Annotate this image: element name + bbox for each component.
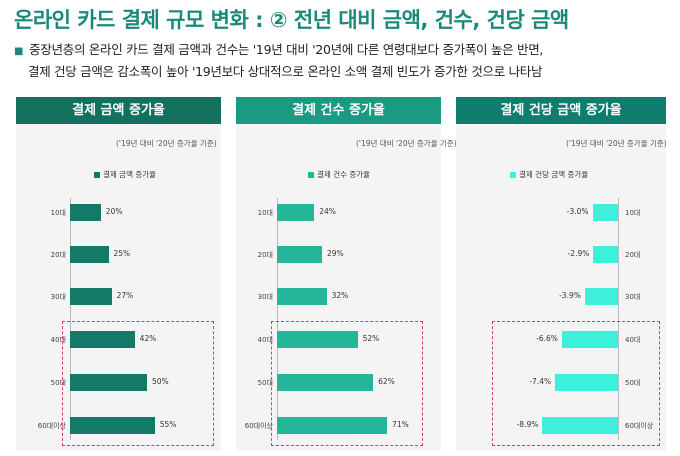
chart-title: 결제 금액 증가율	[16, 97, 221, 124]
legend-label: 결제 건수 증가율	[317, 170, 371, 179]
value-label: -8.9%	[516, 420, 539, 429]
value-label: 42%	[139, 334, 157, 343]
bar-40대	[70, 331, 135, 348]
value-label: -3.9%	[559, 291, 581, 300]
legend-label: 결제 건당 금액 증가율	[519, 170, 589, 179]
bar-30대	[584, 288, 618, 305]
bar-60대이상	[542, 417, 618, 434]
chart-note: ('19년 대비 '20년 증가율 기준)	[566, 139, 667, 148]
category-label: 50대	[625, 379, 641, 387]
value-label: 62%	[378, 377, 395, 386]
category-label: 50대	[257, 379, 273, 387]
panel-amount: 결제 금액 증가율 ('19년 대비 '20년 증가율 기준) 결제 금액 증가율 1…	[16, 97, 221, 451]
value-label: 25%	[113, 249, 131, 258]
value-label: 52%	[362, 334, 380, 343]
chart-title: 결제 건당 금액 증가율	[456, 97, 666, 124]
value-label: 24%	[319, 207, 336, 216]
panel-count: 결제 건수 증가율 ('19년 대비 '20년 증가율 기준) 결제 건수 증가율 1…	[236, 97, 457, 451]
bar-20대	[593, 246, 618, 263]
value-label: 55%	[159, 420, 177, 429]
bar-60대이상	[277, 417, 388, 434]
bar-20대	[277, 246, 322, 263]
highlight-box	[492, 321, 660, 446]
legend-swatch	[308, 172, 314, 178]
category-label: 10대	[50, 209, 66, 217]
category-label: 60대이상	[244, 422, 273, 430]
bar-50대	[555, 374, 618, 391]
description-line-2: 결제 건당 금액은 감소폭이 높아 '19년보다 상대적으로 온라인 소액 결제…	[28, 64, 543, 79]
category-label: 60대이상	[37, 422, 66, 430]
value-label: -3.0%	[566, 207, 589, 216]
value-axis	[70, 198, 71, 440]
highlight-box	[62, 321, 214, 446]
bar-50대	[70, 374, 147, 391]
category-label: 20대	[50, 251, 66, 259]
category-label: 40대	[257, 336, 273, 344]
category-label: 50대	[50, 379, 66, 387]
category-label: 40대	[625, 336, 641, 344]
highlight-box	[271, 321, 423, 446]
bar-30대	[70, 288, 112, 305]
category-label: 10대	[257, 209, 273, 217]
chart-note: ('19년 대비 '20년 증가율 기준)	[116, 139, 217, 148]
bar-10대	[70, 204, 101, 221]
bar-40대	[277, 331, 358, 348]
category-label: 60대이상	[625, 422, 654, 430]
value-label: -6.6%	[536, 334, 558, 343]
description-line-1: ■ 중장년층의 온라인 카드 결제 금액과 건수는 '19년 대비 '20년에 다…	[14, 42, 544, 57]
value-label: 50%	[152, 377, 169, 386]
value-label: -7.4%	[529, 377, 552, 386]
legend-entry: 결제 건당 금액 증가율	[510, 169, 588, 180]
category-label: 40대	[50, 336, 66, 344]
description: ■ 중장년층의 온라인 카드 결제 금액과 건수는 '19년 대비 '20년에 다…	[14, 40, 543, 82]
legend-swatch	[94, 172, 100, 178]
category-label: 20대	[257, 251, 273, 259]
legend-entry: 결제 건수 증가율	[308, 169, 370, 180]
page-title: 온라인 카드 결제 규모 변화 : ② 전년 대비 금액, 건수, 건당 금액	[14, 8, 569, 32]
category-label: 10대	[625, 209, 641, 217]
value-label: 71%	[392, 420, 409, 429]
value-label: -2.9%	[567, 249, 590, 258]
value-label: 27%	[116, 291, 134, 300]
category-label: 30대	[257, 293, 273, 301]
category-label: 30대	[625, 293, 641, 301]
category-label: 20대	[625, 251, 641, 259]
category-label: 30대	[50, 293, 66, 301]
legend-entry: 결제 금액 증가율	[94, 169, 156, 180]
chart-title: 결제 건수 증가율	[236, 97, 441, 124]
bar-40대	[561, 331, 618, 348]
bar-20대	[70, 246, 109, 263]
value-axis	[618, 198, 619, 440]
bar-10대	[592, 204, 618, 221]
bullet-icon: ■	[14, 46, 24, 57]
legend-swatch	[510, 172, 516, 178]
panel-unit-amount: 결제 건당 금액 증가율 ('19년 대비 '20년 증가율 기준) 결제 건당 금…	[456, 97, 667, 451]
value-label: 20%	[105, 207, 123, 216]
bar-30대	[277, 288, 327, 305]
value-label: 32%	[331, 291, 349, 300]
bar-10대	[277, 204, 315, 221]
value-axis	[277, 198, 278, 440]
value-label: 29%	[326, 249, 344, 258]
chart-note: ('19년 대비 '20년 증가율 기준)	[356, 139, 457, 148]
bar-60대이상	[70, 417, 155, 434]
bar-50대	[277, 374, 374, 391]
legend-label: 결제 금액 증가율	[103, 170, 157, 179]
